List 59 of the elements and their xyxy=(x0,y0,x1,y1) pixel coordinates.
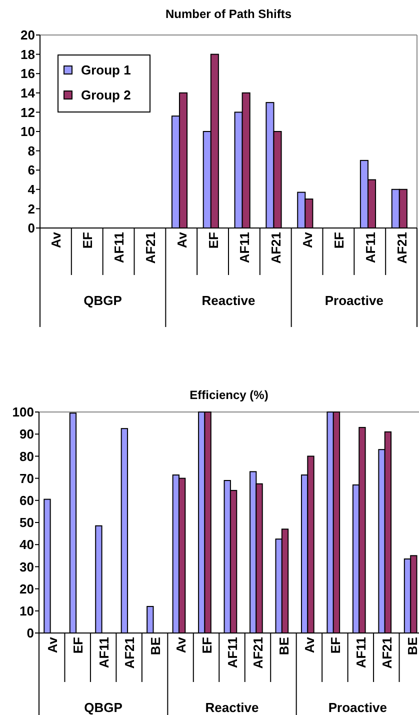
x-tick-label: Av xyxy=(48,231,64,248)
y-tick-label: 0 xyxy=(26,626,34,641)
y-tick-label: 18 xyxy=(20,46,35,62)
x-tick-label: AF21 xyxy=(394,232,410,264)
chart-title: Efficiency (%) xyxy=(190,388,268,402)
x-tick-label: Av xyxy=(44,636,60,654)
x-tick-label: AF11 xyxy=(112,232,127,264)
chart-title: Number of Path Shifts xyxy=(165,7,292,21)
y-tick-label: 40 xyxy=(20,537,34,552)
y-tick-label: 60 xyxy=(20,492,34,508)
y-tick-label: 20 xyxy=(20,28,35,43)
x-tick-label: AF11 xyxy=(225,637,240,668)
x-tick-label: Av xyxy=(174,636,189,654)
x-tick-label: BE xyxy=(148,636,163,656)
x-tick-label: Av xyxy=(300,231,316,248)
x-tick-label: AF11 xyxy=(96,637,112,668)
y-tick-label: 30 xyxy=(20,559,34,574)
x-tick-label: AF21 xyxy=(250,637,266,669)
x-tick-label: AF11 xyxy=(362,232,378,264)
y-tick-label: 2 xyxy=(28,201,35,216)
x-tick-label: BE xyxy=(276,636,292,656)
y-tick-label: 10 xyxy=(20,603,34,618)
text: Proactive xyxy=(324,293,384,308)
y-tick-label: 6 xyxy=(28,162,35,178)
y-tick-label: 14 xyxy=(20,85,36,100)
x-tick-label: EF xyxy=(328,636,343,654)
y-tick-label: 4 xyxy=(28,182,36,197)
x-tick-label: Av xyxy=(302,636,318,654)
text: Reactive xyxy=(205,700,259,715)
x-tick-label: EF xyxy=(331,232,346,249)
y-tick-label: 0 xyxy=(28,220,35,236)
y-tick-label: 8 xyxy=(28,143,35,158)
x-tick-label: AF21 xyxy=(122,637,138,669)
x-tick-label: AF11 xyxy=(237,232,252,264)
legend-label: Group 2 xyxy=(81,88,131,103)
x-tick-label: EF xyxy=(70,636,86,654)
x-tick-label: AF21 xyxy=(142,232,158,264)
y-tick-label: 16 xyxy=(20,66,35,82)
y-tick-label: 50 xyxy=(20,515,34,530)
y-tick-label: 12 xyxy=(20,104,35,120)
x-tick-label: EF xyxy=(80,232,96,249)
text: Proactive xyxy=(328,700,387,715)
y-tick-label: 80 xyxy=(20,448,34,464)
y-tick-label: 20 xyxy=(20,581,34,596)
x-tick-label: EF xyxy=(199,636,214,654)
y-tick-label: 70 xyxy=(20,470,34,486)
x-tick-label: AF21 xyxy=(268,232,284,264)
x-tick-label: AF11 xyxy=(354,637,369,668)
text: Reactive xyxy=(202,293,256,308)
y-tick-label: 10 xyxy=(20,124,35,140)
x-tick-label: Av xyxy=(174,231,190,248)
text: QBGP xyxy=(84,293,122,308)
x-tick-label: BE xyxy=(405,636,419,656)
y-tick-label: 100 xyxy=(12,404,34,420)
y-tick-label: 90 xyxy=(20,426,34,442)
text: QBGP xyxy=(84,700,123,715)
x-tick-label: EF xyxy=(206,232,221,249)
legend-label: Group 1 xyxy=(81,62,131,78)
x-tick-label: AF21 xyxy=(379,637,394,669)
